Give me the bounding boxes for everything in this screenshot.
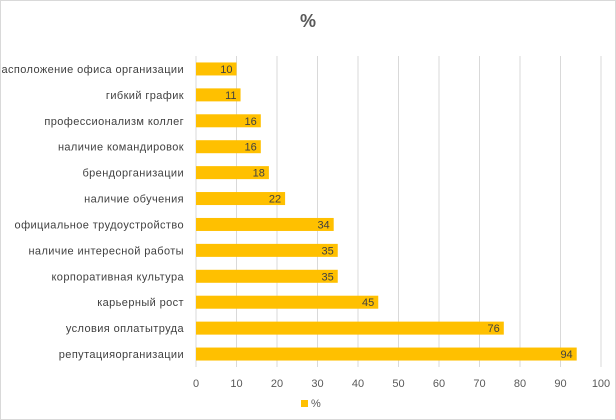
category-label: брендорганизации <box>82 168 184 180</box>
bar <box>196 217 334 231</box>
bar <box>196 243 338 257</box>
bar <box>196 347 577 361</box>
bar <box>196 321 504 335</box>
data-label: 16 <box>245 116 257 128</box>
bar <box>196 192 286 206</box>
x-tick-label: 80 <box>514 378 526 390</box>
category-label: наличие обучения <box>84 194 184 206</box>
x-tick-label: 50 <box>392 378 404 390</box>
category-label: репутацияорганизации <box>59 349 184 361</box>
data-label: 35 <box>322 271 334 283</box>
x-tick-label: 10 <box>230 378 242 390</box>
data-label: 10 <box>220 64 232 76</box>
x-tick-label: 90 <box>554 378 566 390</box>
x-tick-label: 0 <box>193 378 199 390</box>
bar <box>196 62 237 76</box>
bar <box>196 295 379 309</box>
category-label: карьерный рост <box>97 297 184 309</box>
x-tick-label: 100 <box>592 378 610 390</box>
bars: 10 11 16 16 18 22 34 35 35 45 76 94 <box>196 62 577 361</box>
legend-swatch <box>301 400 308 407</box>
category-label: корпоративная культура <box>51 271 184 283</box>
category-label: наличие интересной работы <box>28 245 184 257</box>
chart-title: % <box>300 11 316 31</box>
bar <box>196 88 241 102</box>
category-label: наличие командировок <box>58 142 184 154</box>
category-label: условия оплатытруда <box>66 323 185 335</box>
data-label: 18 <box>253 168 265 180</box>
data-label: 45 <box>362 297 374 309</box>
x-tick-label: 20 <box>271 378 283 390</box>
x-tick-label: 70 <box>473 378 485 390</box>
bar <box>196 114 261 128</box>
category-labels: расположение офиса организации гибкий гра… <box>1 64 184 361</box>
bar <box>196 140 261 154</box>
data-label: 35 <box>322 245 334 257</box>
category-label: официальное трудоустройство <box>15 219 184 231</box>
data-label: 34 <box>317 219 329 231</box>
bar <box>196 166 269 180</box>
legend: % <box>301 398 321 410</box>
category-label: гибкий график <box>106 90 184 102</box>
category-label: расположение офиса организации <box>1 64 184 76</box>
legend-label: % <box>311 398 321 410</box>
x-tick-label: 40 <box>352 378 364 390</box>
bar <box>196 269 338 283</box>
data-label: 16 <box>245 142 257 154</box>
data-label: 22 <box>269 194 281 206</box>
data-label: 11 <box>225 90 236 102</box>
data-label: 94 <box>560 349 572 361</box>
x-axis-ticks: 0 10 20 30 40 50 60 70 80 90 100 <box>193 378 610 390</box>
gridlines <box>195 56 602 367</box>
x-tick-label: 30 <box>311 378 323 390</box>
data-label: 76 <box>488 323 500 335</box>
x-tick-label: 60 <box>433 378 445 390</box>
category-label: профессионализм коллег <box>44 116 184 128</box>
